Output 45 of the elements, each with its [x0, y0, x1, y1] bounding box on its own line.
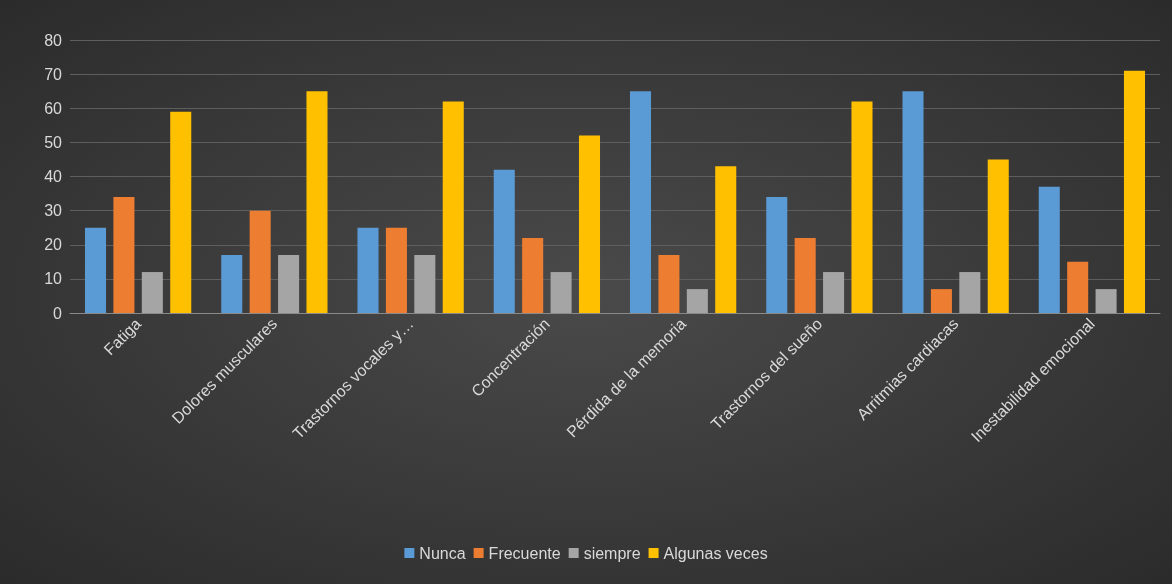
bar — [1038, 186, 1060, 313]
bar — [902, 91, 924, 313]
bar — [987, 159, 1009, 313]
legend-label: Nunca — [419, 544, 466, 562]
bar — [84, 227, 107, 313]
bar — [851, 101, 873, 313]
bar — [306, 91, 328, 313]
bar — [550, 272, 572, 313]
bar — [278, 254, 300, 313]
bar — [113, 196, 135, 313]
bar — [522, 237, 544, 313]
bar — [442, 101, 464, 313]
legend-label: Frecuente — [488, 544, 561, 562]
bar — [658, 254, 680, 313]
bar — [959, 272, 981, 313]
legend-label: siempre — [583, 544, 641, 562]
bar — [578, 135, 601, 313]
y-tick-label: 60 — [44, 99, 63, 117]
bar — [794, 237, 816, 313]
bar — [221, 254, 243, 313]
y-tick-label: 10 — [44, 270, 63, 288]
bar — [493, 169, 515, 313]
legend-label: Algunas veces — [663, 544, 768, 562]
bar — [414, 254, 436, 313]
y-tick-label: 40 — [44, 168, 63, 185]
bar — [357, 227, 379, 313]
y-tick-label: 20 — [44, 236, 63, 254]
bar — [930, 289, 952, 313]
y-tick-label: 0 — [53, 304, 63, 322]
bar — [823, 272, 845, 313]
bar — [629, 91, 652, 313]
y-tick-label: 80 — [44, 31, 63, 49]
bar — [249, 210, 271, 313]
bar — [1095, 289, 1117, 313]
y-tick-label: 50 — [44, 133, 63, 151]
bar — [766, 196, 788, 313]
y-tick-label: 30 — [44, 202, 63, 220]
bar — [170, 111, 192, 313]
bar — [385, 227, 407, 313]
bar — [1123, 70, 1146, 313]
y-tick-label: 70 — [44, 65, 63, 83]
bar — [1067, 261, 1089, 313]
bar — [715, 166, 737, 313]
bar — [686, 289, 708, 313]
bar — [141, 272, 163, 313]
